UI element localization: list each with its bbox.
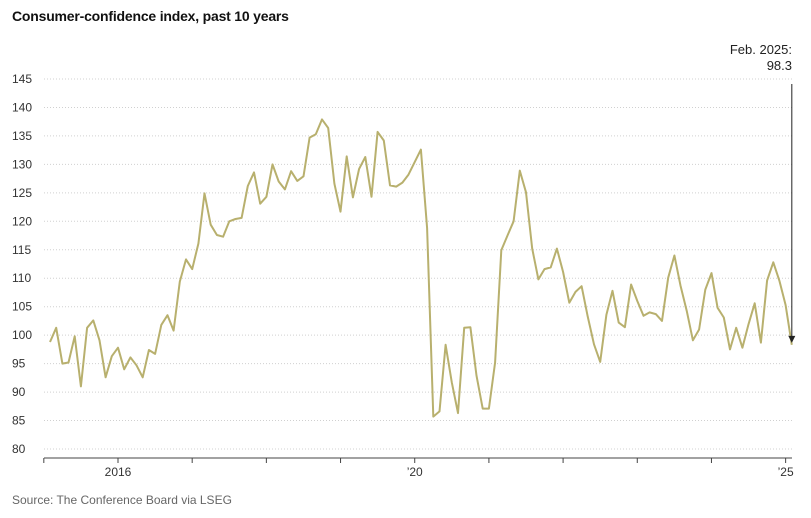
- y-tick-label: 90: [12, 385, 26, 399]
- y-gridlines: [44, 78, 792, 450]
- y-tick-label: 95: [12, 357, 26, 371]
- y-tick-label: 140: [12, 100, 32, 114]
- x-tick-label: 2016: [105, 465, 132, 479]
- y-tick-label: 105: [12, 300, 32, 314]
- y-tick-label: 145: [12, 72, 32, 86]
- y-tick-label: 100: [12, 328, 32, 342]
- y-tick-label: 110: [12, 271, 31, 285]
- y-tick-labels: 80 85 90 95 100 105 110 115 120 125 130 135 140 145: [12, 72, 32, 456]
- x-tick-label: ’20: [407, 465, 423, 479]
- y-tick-label: 80: [12, 442, 26, 456]
- annotation-label-value: 98.3: [767, 58, 792, 73]
- x-tick-marks: 2016 ’20 ’25: [43, 458, 794, 479]
- y-tick-label: 85: [12, 414, 26, 428]
- y-tick-label: 135: [12, 129, 32, 143]
- annotation-arrowhead: [788, 335, 796, 343]
- y-tick-label: 125: [12, 186, 32, 200]
- chart-title: Consumer-confidence index, past 10 years: [12, 8, 289, 24]
- x-tick-label: ’25: [778, 465, 794, 479]
- latest-value-annotation: Feb. 2025: 98.3: [730, 42, 796, 343]
- source-note: Source: The Conference Board via LSEG: [12, 493, 232, 507]
- series-line: [49, 118, 793, 418]
- y-tick-label: 120: [12, 214, 32, 228]
- annotation-label-date: Feb. 2025:: [730, 42, 792, 57]
- y-tick-label: 115: [12, 243, 31, 257]
- y-tick-label: 130: [12, 157, 32, 171]
